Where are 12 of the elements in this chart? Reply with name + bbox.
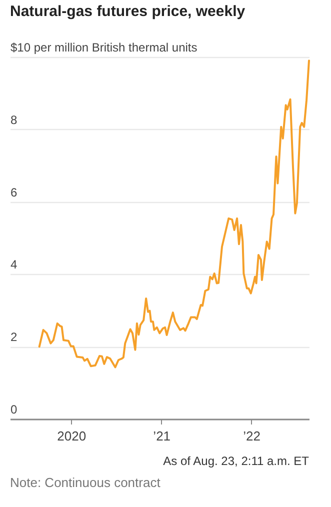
y-tick-label: 6 <box>10 185 18 200</box>
y-tick-label: 4 <box>10 258 18 272</box>
y-tick-label: $10 per million British thermal units <box>10 40 198 54</box>
y-tick-label: 8 <box>10 112 18 127</box>
y-tick-label: 2 <box>10 330 18 344</box>
text: Note: Continuous contract <box>10 475 160 490</box>
chart-title: Natural-gas futures price, weekly <box>10 3 246 20</box>
text: As of Aug. 23, 2:11 a.m. ET <box>163 454 309 468</box>
x-tick-label: ’21 <box>153 428 171 444</box>
x-tick-label: ’22 <box>243 428 260 444</box>
x-tick-label: 2020 <box>57 428 86 444</box>
y-tick-label: 0 <box>10 402 18 416</box>
